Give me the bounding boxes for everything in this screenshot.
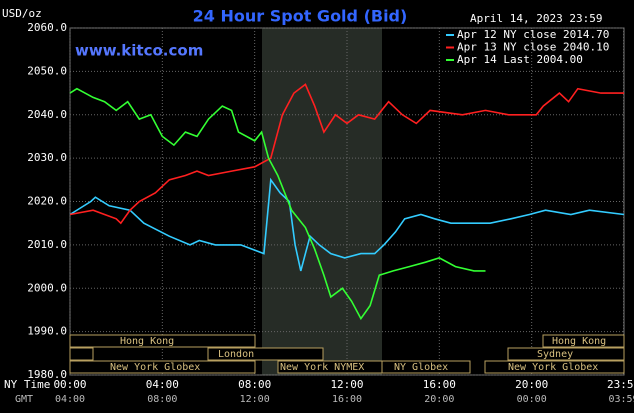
y-tick-label: 2010.0: [27, 238, 67, 251]
market-label: Hong Kong: [120, 336, 174, 347]
chart-title: 24 Hour Spot Gold (Bid): [193, 7, 408, 26]
y-tick-label: 2030.0: [27, 151, 67, 164]
y-tick-label: 1980.0: [27, 368, 67, 381]
gmt-tick-label: 16:00: [332, 394, 362, 405]
market-box: [542, 334, 625, 348]
x-tick-label: 00:00: [53, 378, 86, 391]
y-tick-label: 2050.0: [27, 64, 67, 77]
gmt-tick-label: 12:00: [240, 394, 270, 405]
market-box: [69, 360, 256, 374]
gmt-tick-label: 08:00: [147, 394, 177, 405]
x-tick-label: 04:00: [146, 378, 179, 391]
gmt-tick-label: 20:00: [424, 394, 454, 405]
legend-label: Apr 14 Last 2004.00: [457, 53, 583, 66]
market-label: New York NYMEX: [280, 362, 364, 373]
legend-label: Apr 13 NY close 2040.10: [457, 41, 609, 54]
source: www.kitco.com: [75, 42, 203, 60]
gmt-tick-label: 04:00: [55, 394, 85, 405]
market-label: London: [218, 349, 254, 360]
series-line: [69, 177, 625, 272]
market-box: [507, 347, 625, 361]
market-box: [484, 360, 625, 374]
series-line: [69, 83, 624, 225]
y-tick-label: 1990.0: [27, 325, 67, 338]
x-tick-label: 20:00: [515, 378, 548, 391]
market-label: New York Globex: [508, 362, 598, 373]
series-line: [69, 87, 486, 321]
x-axis-label: NY Time: [4, 378, 50, 391]
gmt-tick-label: 03:59: [608, 394, 634, 405]
y-tick-label: 2040.0: [27, 108, 67, 121]
market-label: Sydney: [537, 349, 573, 360]
gmt-tick-label: 00:00: [517, 394, 547, 405]
x-tick-label: 08:00: [238, 378, 271, 391]
y-tick-label: 2060.0: [27, 21, 67, 34]
market-box: [69, 334, 256, 348]
x-tick-label: 16:00: [423, 378, 456, 391]
timestamp: April 14, 2023 23:59: [470, 12, 602, 25]
y-axis-label: USD/oz: [2, 7, 42, 20]
market-box: [69, 347, 94, 361]
market-box: [381, 360, 471, 374]
market-label: New York Globex: [110, 362, 200, 373]
y-tick-label: 2000.0: [27, 281, 67, 294]
market-label: Hong Kong: [552, 336, 606, 347]
legend-label: Apr 12 NY close 2014.70: [457, 28, 609, 41]
y-tick-label: 2020.0: [27, 195, 67, 208]
market-box: [207, 347, 324, 361]
market-label: NY Globex: [394, 362, 448, 373]
x-tick-label: 23:59: [607, 378, 634, 391]
x2-axis-label: GMT: [15, 394, 33, 405]
x-tick-label: 12:00: [330, 378, 363, 391]
